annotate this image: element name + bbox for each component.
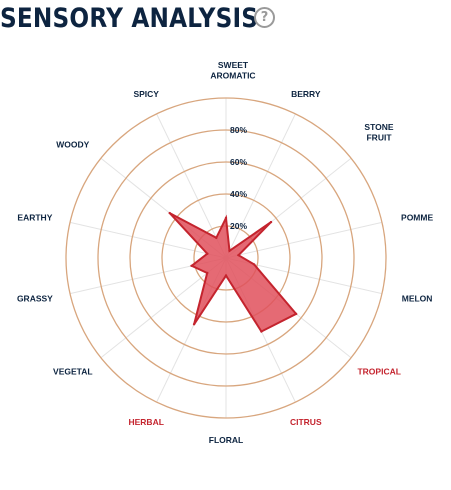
radar-ring	[161, 193, 291, 323]
radar-tick-label: 20%	[230, 221, 247, 231]
page-title: SENSORY ANALYSIS	[0, 2, 259, 34]
radar-point	[224, 216, 228, 220]
axis-label: POMME	[401, 213, 433, 223]
axis-label: EARTHY	[17, 213, 52, 223]
axis-label: HERBAL	[128, 417, 163, 427]
radar-spoke	[156, 113, 227, 259]
radar-spoke	[69, 221, 227, 259]
axis-label: VEGETAL	[53, 367, 93, 377]
axis-label: WOODY	[56, 140, 89, 150]
radar-tick-label: 60%	[230, 157, 247, 167]
radar-point	[206, 271, 209, 275]
radar-point	[228, 249, 231, 252]
axis-label: CITRUS	[290, 417, 322, 427]
radar-point	[224, 274, 228, 277]
radar-point	[237, 253, 240, 257]
radar-point	[190, 264, 193, 268]
axis-label: MELON	[402, 294, 433, 304]
axis-label: FLORAL	[209, 435, 243, 445]
radar-spoke	[225, 221, 383, 259]
radar-tick-label: 40%	[230, 189, 247, 199]
axis-label: BERRY	[291, 89, 321, 99]
radar-ring	[97, 129, 355, 387]
help-icon[interactable]: ?	[254, 7, 275, 28]
header: SENSORY ANALYSIS	[0, 0, 300, 36]
axis-label: GRASSY	[17, 294, 53, 304]
radar-spoke	[225, 113, 296, 259]
radar-point	[260, 330, 263, 333]
radar-tick-label: 80%	[230, 125, 247, 135]
radar-ring	[65, 97, 387, 419]
axis-label: STONE FRUIT	[364, 122, 393, 143]
radar-point	[269, 220, 273, 224]
radar-ring	[129, 161, 323, 355]
radar-point	[206, 252, 209, 255]
axis-label: SWEET AROMATIC	[210, 60, 255, 81]
radar-spoke	[100, 257, 227, 359]
radar-point	[252, 263, 256, 266]
axis-label: TROPICAL	[357, 367, 400, 377]
axis-label: SPICY	[133, 89, 159, 99]
radar-point	[168, 211, 171, 215]
radar-point	[294, 312, 298, 316]
radar-point	[215, 236, 218, 240]
radar-point	[192, 323, 196, 326]
